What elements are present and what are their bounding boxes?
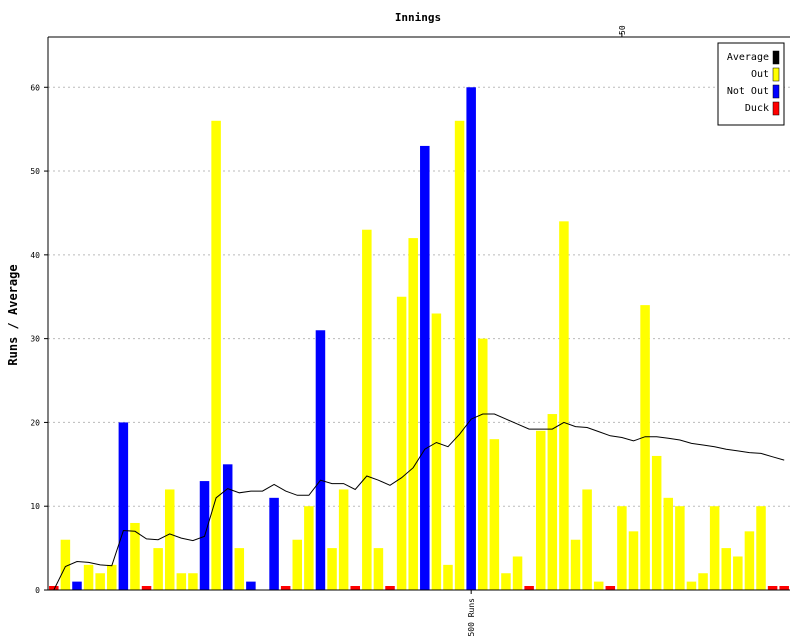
y-tick-label: 40: [30, 251, 40, 260]
out-bar: [559, 221, 569, 591]
out-bar: [338, 489, 349, 590]
legend: Average Out Not Out Duck: [717, 42, 785, 126]
legend-label: Duck: [745, 103, 769, 114]
y-axis-title: Runs / Average: [6, 264, 20, 365]
out-bar: [362, 229, 372, 590]
out-bar: [396, 296, 407, 590]
not-out-bar: [222, 464, 233, 590]
out-bar: [721, 548, 731, 590]
out-bar: [733, 556, 743, 590]
out-bar: [95, 573, 105, 590]
out-bar: [709, 506, 720, 590]
out-bar: [60, 539, 71, 590]
not-out-bar: [118, 422, 129, 590]
top-milestone-label: 50: [618, 25, 627, 35]
out-bar: [130, 522, 140, 590]
legend-label: Average: [727, 52, 769, 63]
out-bar: [443, 564, 453, 590]
out-bar: [478, 338, 488, 590]
out-bar: [512, 556, 523, 590]
out-bar: [501, 573, 511, 590]
out-bar: [640, 305, 650, 590]
out-bar: [164, 489, 175, 590]
y-tick-label: 0: [35, 586, 40, 595]
legend-label: Out: [751, 69, 769, 80]
average-line-group: [53, 413, 785, 591]
out-bar: [570, 539, 581, 590]
out-bar: [327, 548, 337, 590]
out-bar: [686, 581, 697, 590]
legend-label: Not Out: [727, 86, 769, 97]
out-bar: [547, 414, 558, 590]
not-out-bar: [466, 87, 476, 590]
out-bar: [211, 120, 221, 591]
out-bar: [593, 581, 604, 590]
out-bar: [304, 506, 314, 590]
out-bar: [698, 573, 708, 590]
duck-bar: [49, 586, 59, 590]
out-bar: [651, 455, 662, 590]
duck-bar: [779, 586, 789, 590]
bars: [49, 87, 789, 591]
legend-swatch: [772, 67, 780, 82]
bottom-milestone-label: 500 Runs: [467, 598, 476, 637]
y-tick-label: 60: [30, 83, 40, 92]
not-out-bar: [420, 145, 430, 590]
out-bar: [153, 548, 163, 590]
out-bar: [663, 497, 674, 590]
y-tick-label: 50: [30, 167, 40, 176]
out-bar: [675, 506, 685, 590]
y-tick-label: 20: [30, 418, 40, 427]
y-tick-label: 30: [30, 335, 40, 344]
legend-swatch: [772, 50, 780, 65]
out-bar: [408, 238, 418, 590]
out-bar: [234, 548, 245, 590]
legend-swatch: [772, 101, 780, 116]
y-tick-label: 10: [30, 502, 40, 511]
duck-bar: [141, 586, 152, 590]
legend-swatch: [772, 84, 780, 99]
duck-bar: [605, 586, 616, 590]
out-bar: [756, 506, 766, 590]
out-bar: [107, 564, 117, 590]
out-bar: [188, 573, 198, 590]
out-bar: [83, 564, 94, 590]
out-bar: [535, 430, 546, 590]
out-bar: [176, 573, 187, 590]
not-out-bar: [269, 497, 279, 590]
axes: [47, 36, 790, 591]
not-out-bar: [246, 581, 256, 590]
y-tick-labels: 0 10 20 30 40 50 60: [30, 83, 48, 595]
duck-bar: [767, 586, 778, 590]
average-line: [53, 413, 785, 591]
duck-bar: [524, 586, 534, 590]
not-out-bar: [315, 330, 326, 590]
duck-bar: [280, 586, 291, 590]
out-bar: [628, 531, 639, 590]
out-bar: [744, 531, 755, 590]
not-out-bar: [72, 581, 82, 590]
out-bar: [489, 439, 500, 590]
out-bar: [617, 506, 627, 590]
duck-bar: [350, 586, 360, 590]
out-bar: [431, 313, 442, 590]
milestones: 50 500 Runs: [467, 25, 627, 636]
out-bar: [582, 489, 592, 590]
out-bar: [292, 539, 303, 590]
grid-lines: [48, 86, 790, 507]
out-bar: [454, 120, 465, 591]
duck-bar: [385, 586, 395, 590]
out-bar: [373, 548, 384, 590]
chart-title: Innings: [395, 11, 441, 24]
